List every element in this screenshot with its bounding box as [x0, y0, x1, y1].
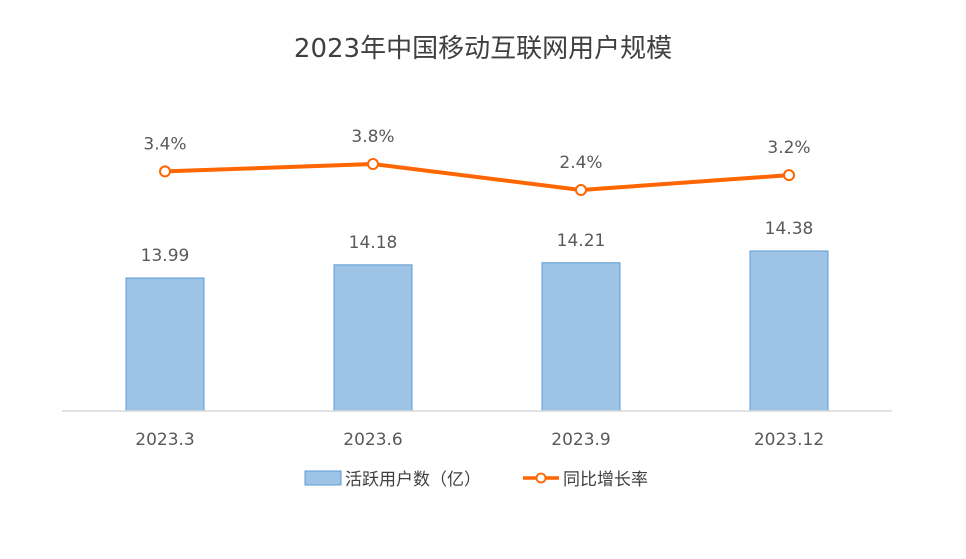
growth-rate-line: [163, 162, 791, 192]
legend: 活跃用户数（亿） 同比增长率: [304, 470, 648, 490]
growth-point-2023.9: [575, 184, 587, 196]
bar-2023.12: [749, 250, 829, 412]
bar-2023.6: [333, 264, 413, 412]
growth-point-2023.6: [367, 158, 379, 170]
legend-bar-swatch: [304, 470, 342, 486]
bar-value-label-2023.9: 14.21: [557, 231, 606, 251]
growth-value-label-2023.6: 3.8%: [351, 127, 394, 147]
growth-value-label-2023.3: 3.4%: [143, 134, 186, 154]
x-tick-label-2023.6: 2023.6: [343, 430, 402, 450]
bar-value-label-2023.12: 14.38: [765, 219, 814, 239]
bar-2023.3: [125, 277, 205, 412]
growth-point-2023.3: [159, 165, 171, 178]
legend-line-label: 同比增长率: [563, 470, 648, 490]
growth-value-label-2023.12: 3.2%: [767, 138, 810, 158]
x-tick-label-2023.9: 2023.9: [551, 430, 610, 450]
bar-value-label-2023.6: 14.18: [349, 233, 398, 253]
bar-value-label-2023.3: 13.99: [141, 246, 190, 266]
chart-title: 2023年中国移动互联网用户规模: [294, 34, 672, 64]
growth-value-label-2023.9: 2.4%: [559, 153, 602, 173]
growth-line-layer: 3.4% 3.8% 2.4% 3.2%: [143, 127, 811, 196]
x-tick-label-2023.3: 2023.3: [135, 430, 194, 450]
legend-bar-label: 活跃用户数（亿）: [345, 470, 481, 490]
x-axis-ticks: 2023.3 2023.6 2023.9 2023.12: [135, 430, 824, 450]
growth-point-2023.12: [783, 169, 795, 182]
x-tick-label-2023.12: 2023.12: [754, 430, 824, 450]
bars-layer: 13.99 14.18 14.21 14.38: [125, 219, 829, 412]
legend-line-marker: [535, 472, 547, 484]
bar-2023.9: [541, 262, 621, 412]
